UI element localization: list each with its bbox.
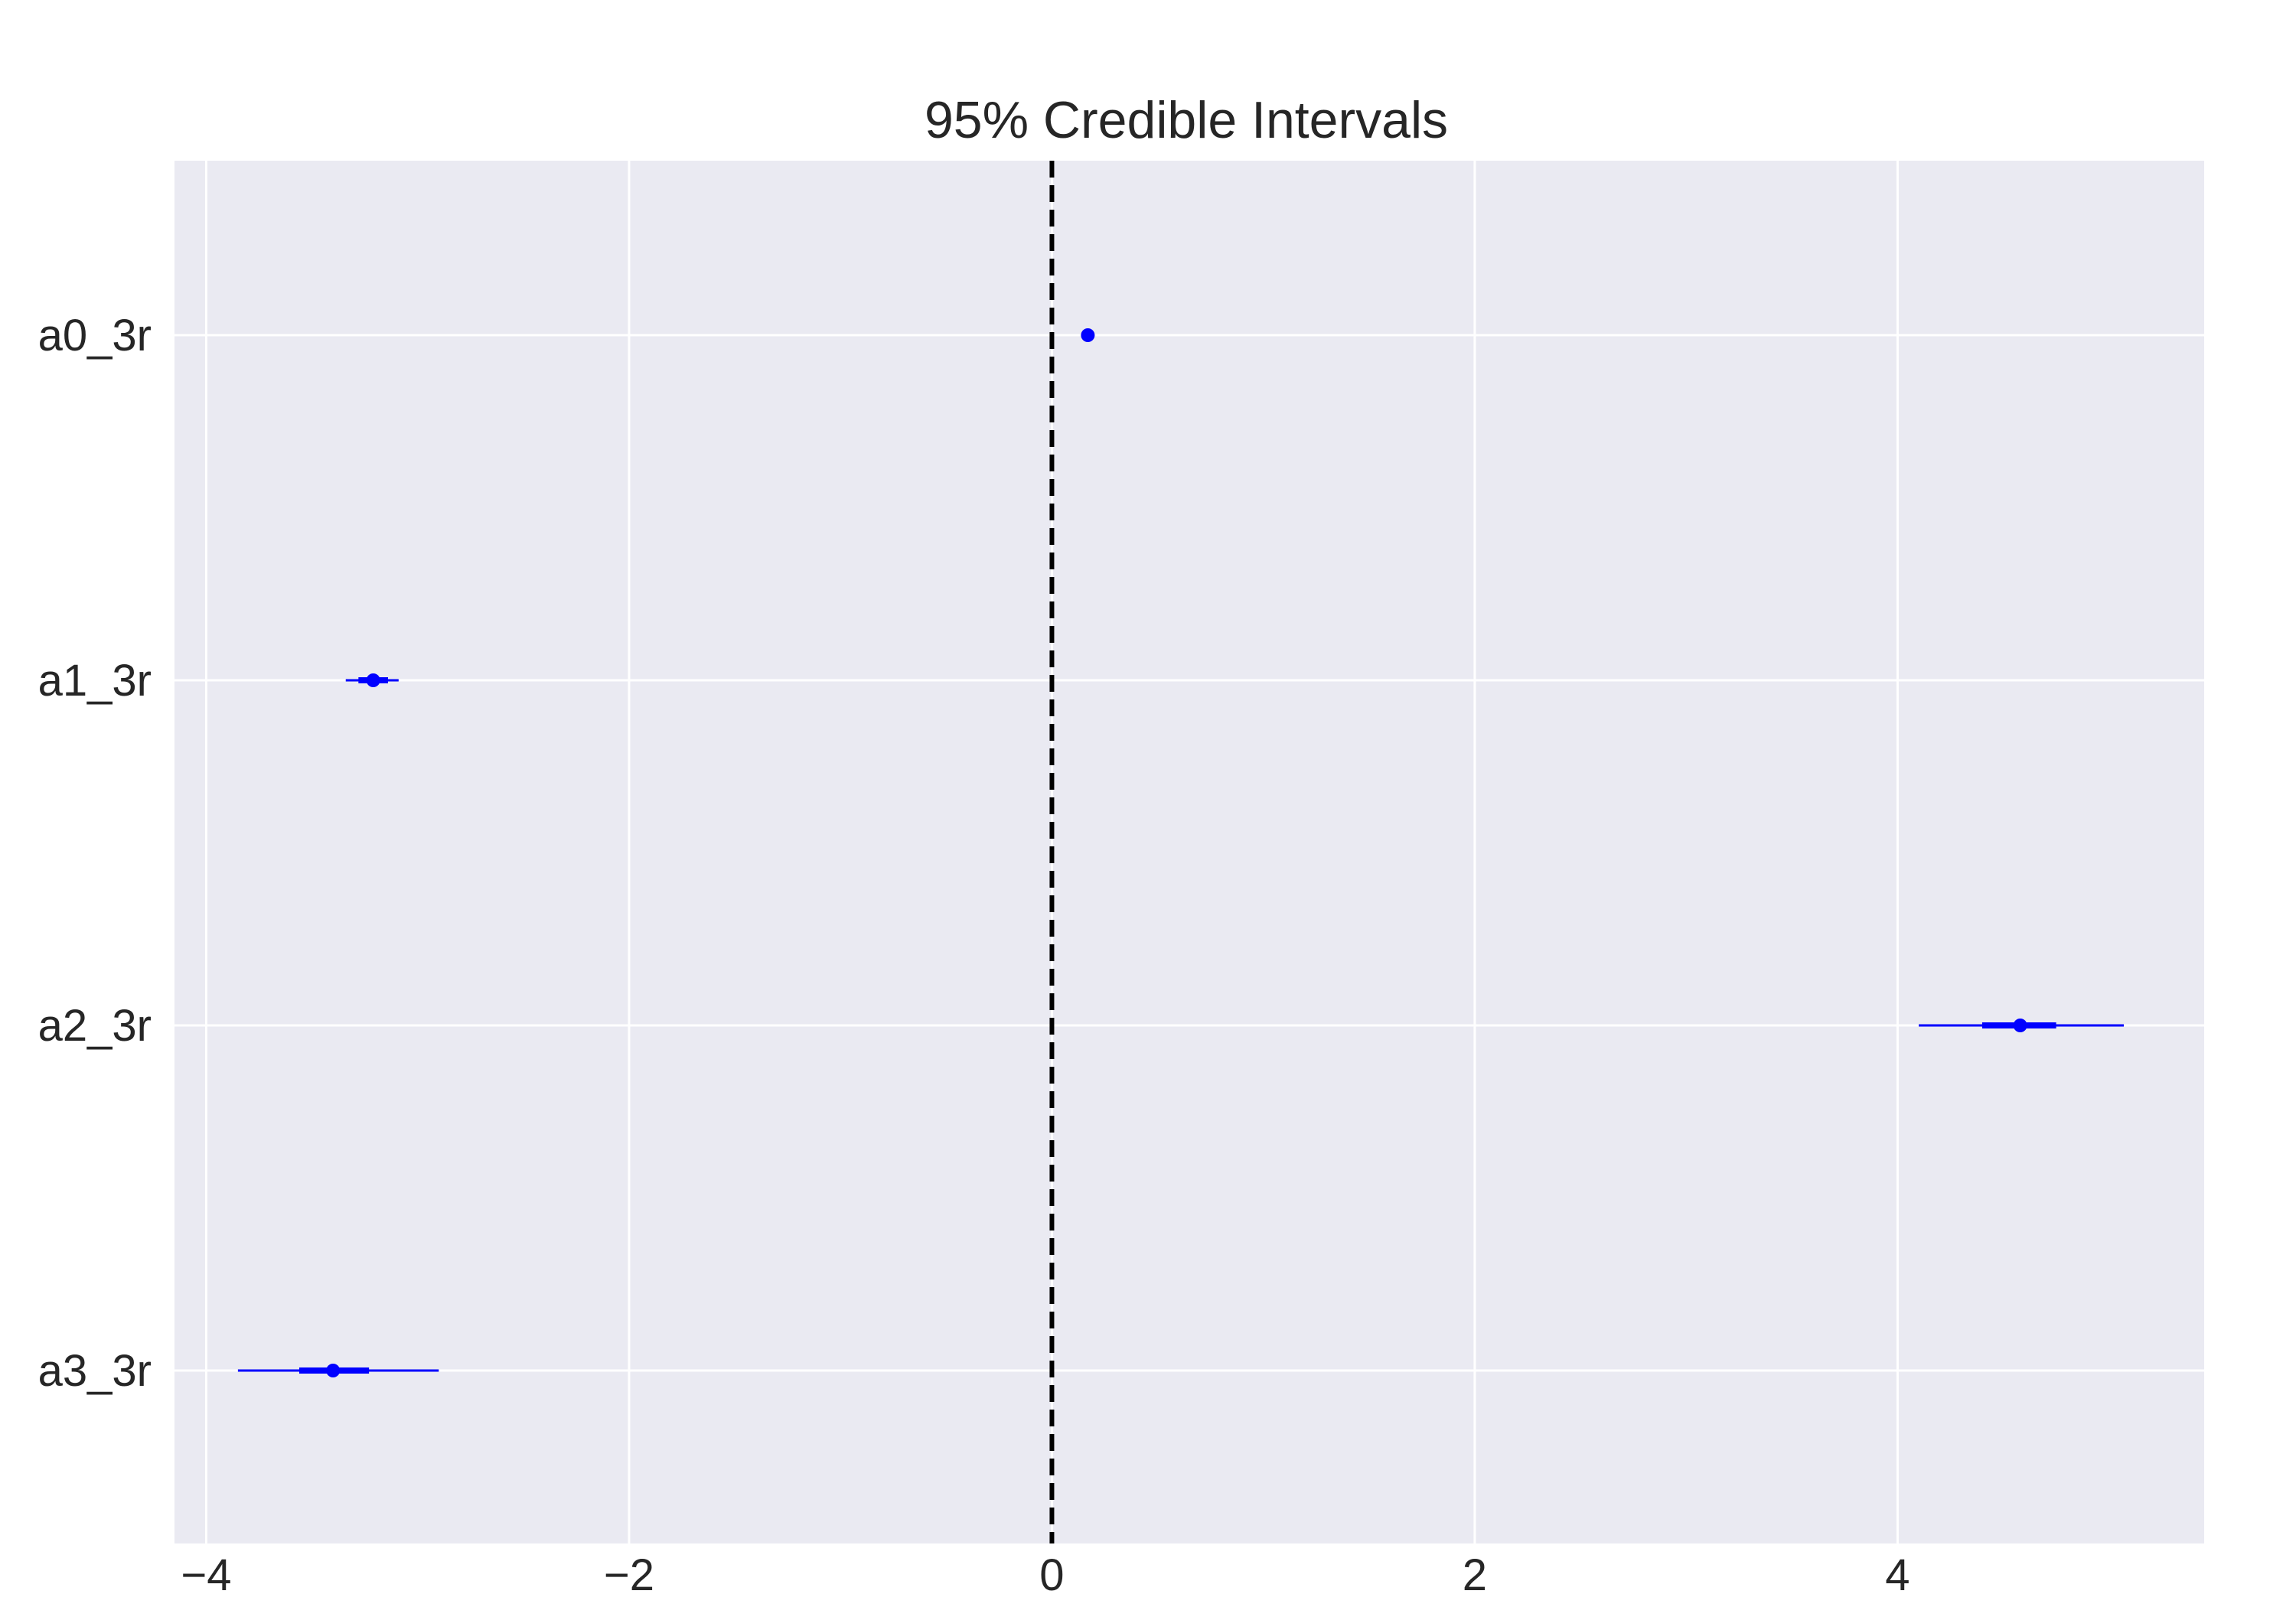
mean-point — [2013, 1019, 2027, 1032]
interval-marks — [237, 328, 2125, 1377]
y-tick-label: a2_3r — [38, 1001, 152, 1051]
x-tick-label: 4 — [1885, 1550, 1910, 1600]
y-tick-label: a0_3r — [38, 311, 152, 360]
x-tick-label: 2 — [1463, 1550, 1487, 1600]
mean-point — [326, 1364, 341, 1377]
y-tick-label: a3_3r — [38, 1346, 152, 1396]
mean-point — [366, 673, 380, 687]
x-tick-label: −2 — [604, 1550, 654, 1600]
x-tick-labels: −4 −2 0 2 4 — [181, 1550, 1910, 1600]
y-tick-label: a1_3r — [38, 656, 152, 706]
mean-point — [1081, 328, 1095, 342]
y-tick-labels: a0_3r a1_3r a2_3r a3_3r — [38, 311, 152, 1396]
x-tick-label: −4 — [181, 1550, 231, 1600]
x-tick-label: 0 — [1039, 1550, 1064, 1600]
plot-area — [174, 161, 2204, 1543]
chart-title: 95% Credible Intervals — [925, 91, 1448, 149]
